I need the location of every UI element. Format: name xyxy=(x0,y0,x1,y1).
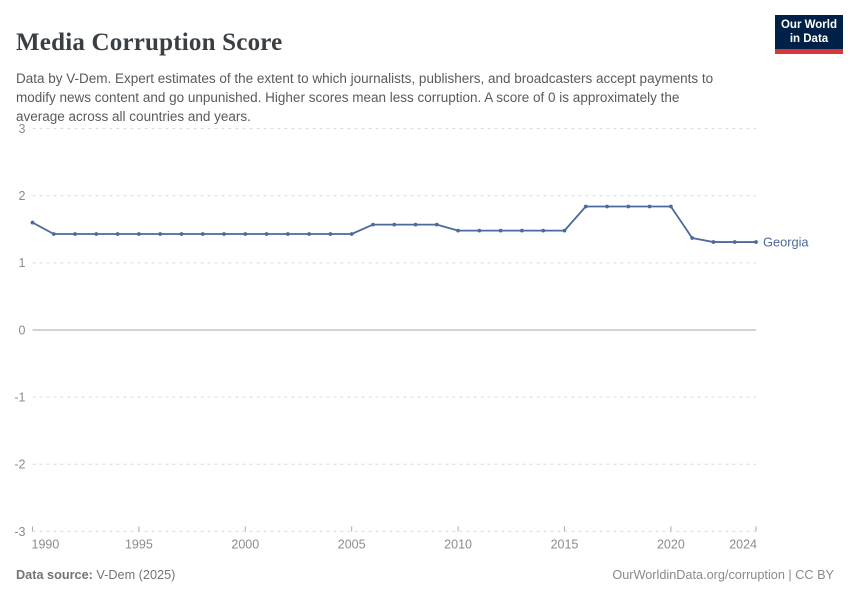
data-point xyxy=(541,228,546,233)
y-tick-label: 2 xyxy=(19,189,26,203)
data-point xyxy=(690,236,695,240)
data-point xyxy=(732,240,737,244)
data-point xyxy=(349,232,354,236)
y-tick-label: 1 xyxy=(19,256,26,270)
data-point xyxy=(392,222,397,227)
x-tick-label: 1995 xyxy=(125,537,153,551)
data-point xyxy=(222,232,226,236)
data-point xyxy=(51,232,56,236)
data-source-value: V-Dem (2025) xyxy=(92,568,176,582)
owid-logo-line2: in Data xyxy=(789,32,829,45)
series-label: Georgia xyxy=(763,235,809,250)
data-point xyxy=(328,232,333,236)
y-tick-label: -2 xyxy=(14,458,25,472)
attribution-link[interactable]: OurWorldinData.org/corruption | CC BY xyxy=(612,568,834,582)
data-point xyxy=(520,228,524,233)
data-point xyxy=(243,232,248,236)
data-point xyxy=(264,232,269,236)
y-tick-label: 3 xyxy=(19,122,26,136)
x-tick-label: 2024 xyxy=(729,537,757,551)
data-source-label: Data source: xyxy=(16,568,93,582)
data-point xyxy=(285,232,290,236)
data-point xyxy=(668,204,673,209)
data-point xyxy=(179,232,184,236)
data-point xyxy=(158,232,163,236)
data-point xyxy=(73,232,77,236)
data-point xyxy=(136,232,141,236)
x-tick-label: 2000 xyxy=(231,537,259,551)
data-point xyxy=(477,228,482,233)
data-point xyxy=(626,204,631,209)
owid-logo-line1: Our World xyxy=(780,19,837,31)
x-tick-label: 2015 xyxy=(551,537,579,551)
x-tick-label: 1990 xyxy=(32,537,60,551)
data-point xyxy=(562,228,567,233)
data-point xyxy=(498,228,503,233)
data-source-note: Data source: V-Dem (2025) xyxy=(16,568,175,582)
data-point xyxy=(115,232,120,236)
data-point xyxy=(30,220,35,225)
page-title: Media Corruption Score xyxy=(16,28,283,56)
data-point xyxy=(434,222,439,227)
chart-footer: Data source: V-Dem (2025) OurWorldinData… xyxy=(16,568,834,582)
data-point xyxy=(413,222,418,227)
data-point xyxy=(94,232,99,236)
y-tick-label: -1 xyxy=(14,391,25,405)
y-tick-label: -3 xyxy=(14,525,25,539)
data-point xyxy=(456,228,460,233)
data-point xyxy=(371,222,375,227)
data-point xyxy=(200,232,205,236)
chart-subtitle: Data by V-Dem. Expert estimates of the e… xyxy=(16,70,714,124)
data-point xyxy=(754,240,758,244)
y-tick-label: 0 xyxy=(19,323,26,337)
data-point xyxy=(583,204,588,209)
x-tick-label: 2010 xyxy=(444,537,472,551)
x-tick-label: 2020 xyxy=(657,537,685,551)
data-point xyxy=(711,240,716,244)
data-point xyxy=(647,204,652,209)
data-point xyxy=(605,204,609,209)
x-tick-label: 2005 xyxy=(338,537,366,551)
owid-logo[interactable]: Our World in Data xyxy=(775,15,843,54)
data-point xyxy=(307,232,312,236)
